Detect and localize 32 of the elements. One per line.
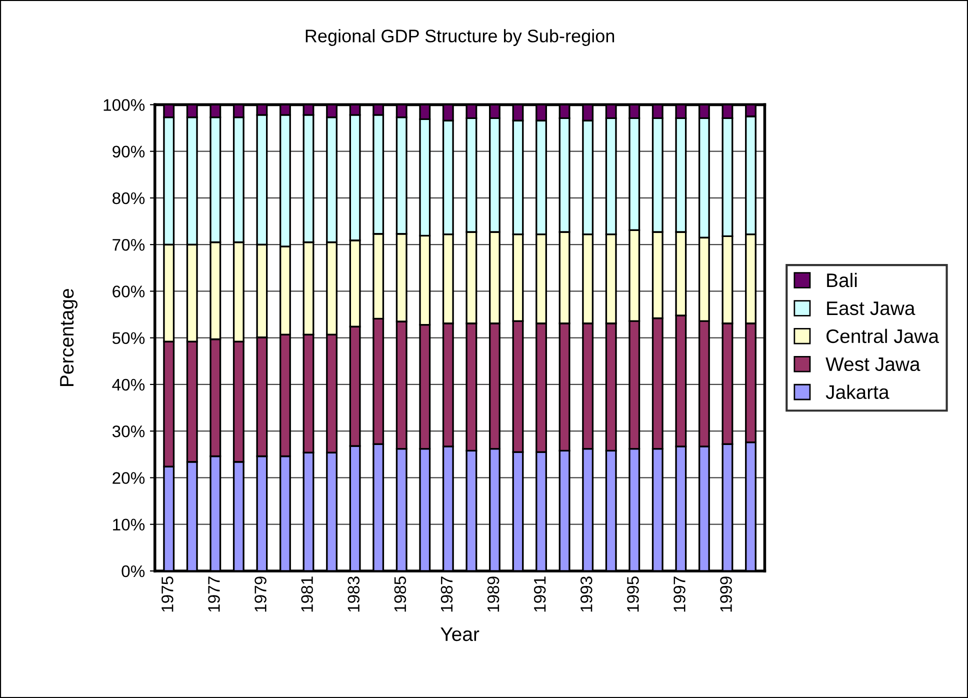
x-tick-label: 1987	[440, 576, 453, 612]
x-tick-label: 1993	[580, 576, 592, 612]
x-tick-label: 1999	[720, 576, 732, 612]
y-tick-label: 10%	[113, 518, 145, 531]
y-tick-label: 100%	[104, 99, 145, 111]
y-tick-label: 50%	[112, 332, 145, 344]
x-tick-label: 1977	[208, 576, 220, 612]
y-axis-title: Percentage	[60, 288, 78, 386]
x-tick-label: 1975	[162, 576, 174, 612]
y-tick-label: 0%	[122, 565, 145, 578]
y-tick-label: 40%	[112, 378, 145, 391]
y-tick-label: 70%	[112, 238, 145, 251]
y-tick-label: 80%	[112, 192, 145, 204]
x-tick-label: 1995	[627, 576, 639, 612]
y-tick-label: 20%	[112, 472, 145, 484]
x-tick-label: 1981	[301, 576, 313, 612]
legend-label: East Jawa	[827, 302, 916, 316]
x-tick-label: 1985	[394, 576, 406, 612]
chart-title: Regional GDP Structure by Sub-region	[306, 29, 614, 46]
x-tick-label: 1991	[534, 576, 546, 612]
y-tick-label: 90%	[112, 146, 145, 158]
legend-label: Jakarta	[826, 384, 890, 400]
legend-label: Central Jawa	[826, 328, 940, 344]
x-axis-title: Year	[440, 628, 480, 642]
y-tick-label: 30%	[112, 425, 145, 438]
x-tick-label: 1989	[487, 576, 500, 612]
y-tick-label: 60%	[112, 286, 145, 298]
x-tick-label: 1997	[674, 576, 686, 612]
legend-label: West Jawa	[826, 357, 920, 372]
legend-label: Bali	[827, 272, 857, 288]
x-tick-label: 1983	[348, 576, 360, 612]
x-tick-label: 1979	[254, 576, 266, 612]
